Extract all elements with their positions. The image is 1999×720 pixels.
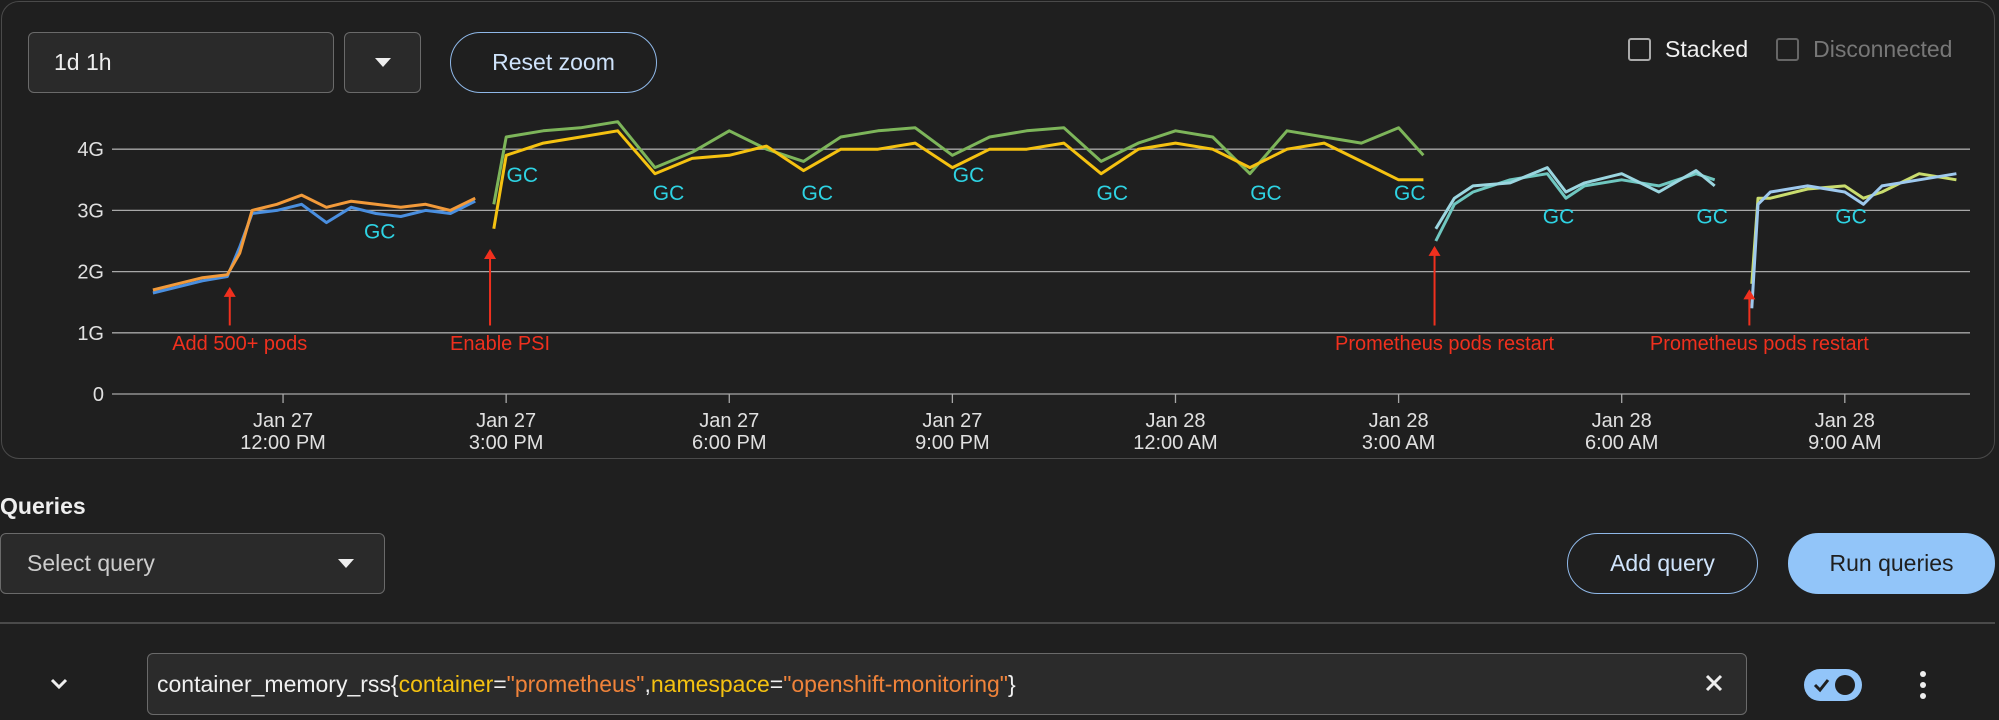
checkbox-box: [1776, 37, 1800, 61]
gc-label: GC: [1696, 205, 1728, 228]
query-token: =: [493, 670, 507, 697]
kebab-menu[interactable]: [1916, 670, 1930, 700]
query-token: namespace: [650, 670, 770, 697]
separator: [0, 622, 1995, 624]
gc-label: GC: [1835, 205, 1867, 228]
query-token: container: [398, 670, 494, 697]
query-token: "openshift-monitoring": [783, 670, 1008, 697]
graph-panel: [1, 1, 1995, 459]
y-tick-label: 0: [93, 384, 104, 406]
caret: [374, 57, 391, 67]
caret: [338, 558, 354, 568]
y-tick-label: 3G: [77, 200, 104, 222]
y-tick-label: 4G: [77, 139, 104, 161]
query-token: =: [769, 670, 784, 697]
annotation-label: Enable PSI: [450, 333, 550, 355]
annotation-label: Prometheus pods restart: [1335, 333, 1554, 355]
select-placeholder: Select query: [27, 550, 155, 576]
checkbox-box: [1628, 37, 1651, 61]
gc-label: GC: [953, 164, 985, 187]
queries-title: Queries: [0, 493, 86, 519]
series-line: [1434, 166, 1716, 230]
clear-query[interactable]: [1705, 674, 1723, 692]
annotation-label: Add 500+ pods: [172, 333, 307, 355]
toggle-check: [1813, 679, 1830, 693]
gc-label: GC: [1250, 182, 1282, 205]
select-query[interactable]: Select query: [0, 533, 385, 594]
annotation-label: Prometheus pods restart: [1650, 333, 1869, 355]
y-tick-label: 1G: [77, 323, 104, 345]
collapse-chevron[interactable]: [50, 678, 68, 690]
series-line: [152, 193, 476, 292]
query-token: }: [1007, 670, 1016, 697]
gc-label: GC: [507, 164, 539, 187]
toggle-knob: [1835, 675, 1855, 695]
run-queries-button[interactable]: Run queries: [1788, 533, 1995, 594]
gc-label: GC: [802, 182, 834, 205]
gc-label: GC: [364, 221, 396, 244]
series-line: [492, 120, 1425, 205]
gc-label: GC: [1543, 205, 1575, 228]
annotation-arrowhead: [484, 248, 497, 259]
query-token: "prometheus": [506, 670, 645, 697]
time-range-input[interactable]: 1d 1h: [28, 32, 334, 93]
annotation-arrowhead: [223, 286, 236, 297]
series-line: [1434, 172, 1716, 242]
checkbox-label: Disconnected: [1813, 35, 1953, 62]
query-toggle[interactable]: [1804, 669, 1862, 701]
add-query-button[interactable]: Add query: [1567, 533, 1758, 594]
series-line: [492, 129, 1424, 230]
y-tick-label: 2G: [77, 262, 104, 284]
annotation-arrowhead: [1743, 289, 1756, 300]
gc-label: GC: [1394, 182, 1426, 205]
reset-zoom-button[interactable]: Reset zoom: [450, 32, 657, 93]
gc-label: GC: [1097, 182, 1129, 205]
query-token: container_memory_rss{: [157, 670, 399, 697]
checkbox: Disconnected: [1776, 34, 1952, 64]
time-range-dropdown[interactable]: [344, 32, 421, 93]
query-input[interactable]: container_memory_rss{container = "promethe…: [147, 653, 1747, 715]
query-token: ,: [644, 670, 651, 697]
checkbox-group: Stacked Disconnected: [1628, 34, 1952, 64]
series-line: [1750, 172, 1957, 309]
series-line: [152, 199, 476, 295]
checkbox[interactable]: Stacked: [1628, 34, 1748, 64]
chart: 0 1G 2G 3G 4G GC GC GC GC GC GC GC GC GC GC GC Add 500+ …: [77, 120, 1970, 406]
annotation-arrowhead: [1428, 245, 1441, 256]
gc-label: GC: [653, 182, 685, 205]
checkbox-label: Stacked: [1665, 35, 1749, 62]
